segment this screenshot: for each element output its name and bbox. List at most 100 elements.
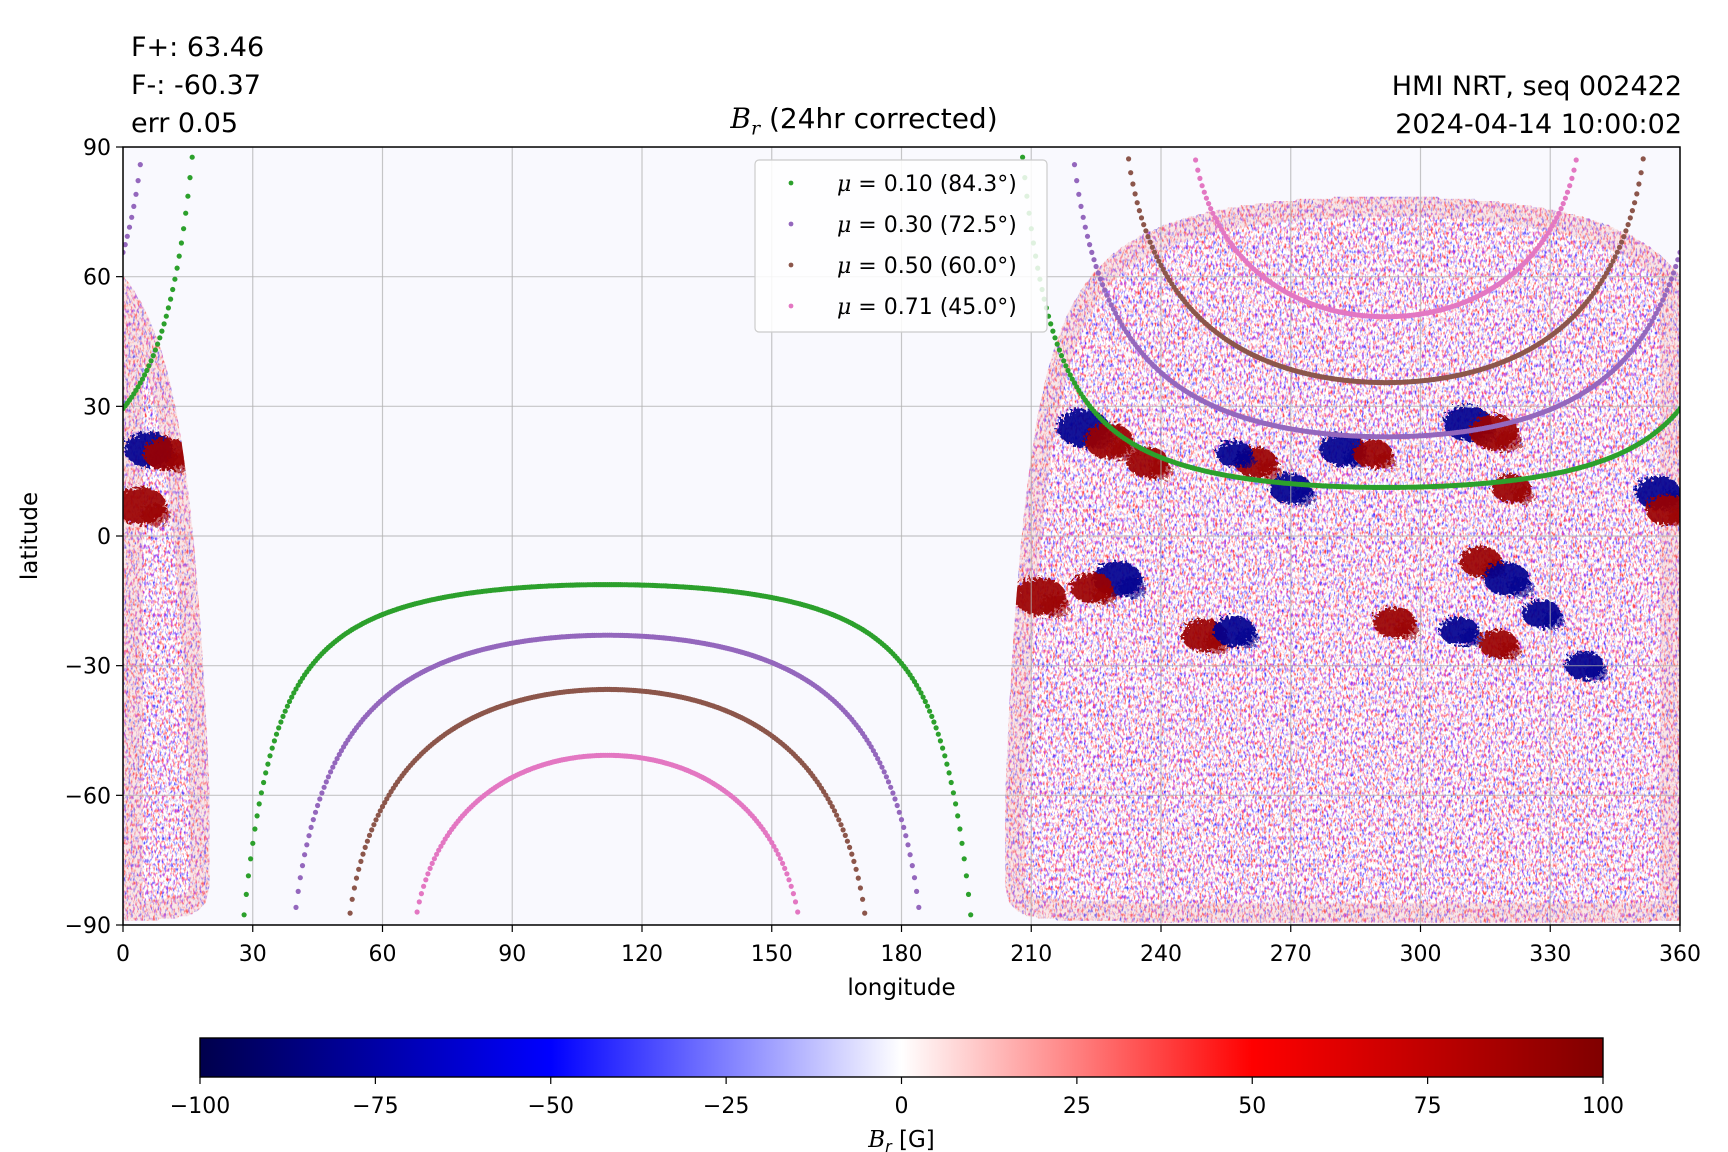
mu-contour-point <box>1552 219 1558 225</box>
legend-value: 0.10 (84.3°) <box>884 172 1017 197</box>
active-region-fringe <box>1092 586 1117 605</box>
mu-contour-point <box>1606 266 1612 272</box>
mu-contour-point <box>377 808 383 814</box>
mu-contour-point <box>159 328 165 334</box>
mu-contour-point <box>857 885 864 891</box>
mu-contour-point <box>1132 191 1138 197</box>
mu-contour-point <box>304 842 310 848</box>
mu-contour-point <box>321 784 327 790</box>
mu-contour-point <box>289 694 295 700</box>
colorbar-symbol: B <box>867 1127 885 1152</box>
axes: 0 30 60 90 120 150 180 210 240 270 300 330 360906030… <box>17 136 1701 1001</box>
mu-contour-point <box>961 856 967 862</box>
colorbar-tick-label: 100 <box>1582 1094 1624 1119</box>
legend-symbol: μ = <box>837 213 884 238</box>
mu-contour-point <box>944 761 950 767</box>
active-region-12 <box>1353 439 1396 470</box>
mu-contour-point <box>1660 297 1666 303</box>
mu-contour-point <box>950 790 957 796</box>
mu-contour-point <box>918 690 924 696</box>
active-region-fringe <box>1512 487 1534 505</box>
mu-contour-point <box>1616 244 1623 250</box>
mu-contour-point <box>165 305 171 311</box>
x-tick-label: 300 <box>1400 942 1442 967</box>
mu-contour-point <box>916 686 922 692</box>
mu-contour-point <box>263 770 269 776</box>
y-tick-label: 30 <box>83 395 111 420</box>
x-tick-label: 30 <box>239 942 267 967</box>
mu-contour-point <box>356 866 362 872</box>
mu-contour-point <box>875 756 881 762</box>
mu-contour-point <box>293 686 299 692</box>
active-region-22 <box>1478 629 1521 660</box>
mu-contour-point <box>1136 208 1142 214</box>
mu-contour-point <box>773 847 779 853</box>
colorbar-gradient <box>199 1037 1604 1078</box>
mu-contour-point <box>957 826 963 832</box>
mu-contour-point <box>1078 203 1084 209</box>
mu-contour-point <box>922 698 928 705</box>
mu-contour-point <box>163 313 169 319</box>
mu-contour-point <box>243 891 249 898</box>
mu-contour-point <box>434 851 440 857</box>
mu-contour-point <box>1052 335 1058 341</box>
mu-contour-point <box>829 804 835 810</box>
mu-contour-point <box>366 832 373 839</box>
chart-title: Br (24hr corrected) <box>0 102 1728 140</box>
mu-contour-point <box>1020 154 1026 160</box>
mu-contour-point <box>901 824 907 831</box>
mu-contour-point <box>1571 167 1577 173</box>
legend-marker <box>788 221 794 227</box>
colorbar-tick-label: 0 <box>895 1094 909 1119</box>
mu-contour-point <box>1564 189 1571 195</box>
mu-contour-point <box>935 731 941 737</box>
mu-contour-point <box>834 812 840 818</box>
instrument-label: HMI NRT, seq 002422 <box>1391 71 1682 102</box>
title-symbol: B <box>730 102 751 135</box>
y-tick-label: 90 <box>83 136 111 161</box>
mu-contour-point <box>1573 157 1579 163</box>
mu-contour-point <box>369 827 375 833</box>
mu-contour-point <box>129 214 135 220</box>
colorbar-tick-label: 25 <box>1063 1094 1091 1119</box>
mu-contour-point <box>909 863 915 869</box>
mu-contour-point <box>278 719 284 725</box>
mu-contour-point <box>1154 254 1160 260</box>
mu-contour-point <box>1567 183 1573 189</box>
mu-contour-point <box>965 891 972 898</box>
mu-contour-point <box>1666 282 1672 288</box>
mu-contour-point <box>250 840 256 846</box>
mu-contour-point <box>431 856 437 862</box>
mu-contour-point <box>792 899 799 905</box>
mu-contour-point <box>890 790 896 796</box>
mu-contour-point <box>872 751 879 758</box>
mu-contour-point <box>1128 170 1134 176</box>
mu-contour-point <box>319 790 325 796</box>
mu-contour-point <box>142 372 148 378</box>
error-label: err 0.05 <box>131 108 239 139</box>
flux-positive-label: F+: 63.46 <box>131 32 265 63</box>
mu-contour-point <box>942 753 948 759</box>
mu-contour-3 <box>347 156 1646 916</box>
colorbar: −100 −75 −50 −25 0 25 50 75 100 Br [G] <box>170 1037 1624 1152</box>
mu-contour-point <box>836 817 842 823</box>
active-region-fringe <box>141 503 171 527</box>
mu-contour-point <box>181 226 187 232</box>
active-region-fringe <box>1235 629 1259 649</box>
colorbar-tick-label: −100 <box>170 1094 230 1119</box>
mu-contour-point <box>429 860 435 867</box>
flux-summary: F+: 63.46 F-: -60.37 err 0.05 <box>131 29 264 143</box>
mu-contour-point <box>144 367 150 374</box>
mu-contour-point <box>1662 292 1668 298</box>
mu-contour-point <box>968 912 974 918</box>
mu-contour-point <box>931 719 937 725</box>
mu-contour-point <box>838 822 844 828</box>
active-region-fringe <box>1118 577 1146 599</box>
mu-contour-point <box>1569 175 1575 181</box>
mu-contour-point <box>1210 210 1216 216</box>
mu-contour-point <box>1673 263 1679 270</box>
mu-contour-point <box>831 808 838 814</box>
active-region-4 <box>1013 577 1070 618</box>
mu-contour-point <box>1158 262 1164 268</box>
mu-contour-point <box>124 233 130 239</box>
